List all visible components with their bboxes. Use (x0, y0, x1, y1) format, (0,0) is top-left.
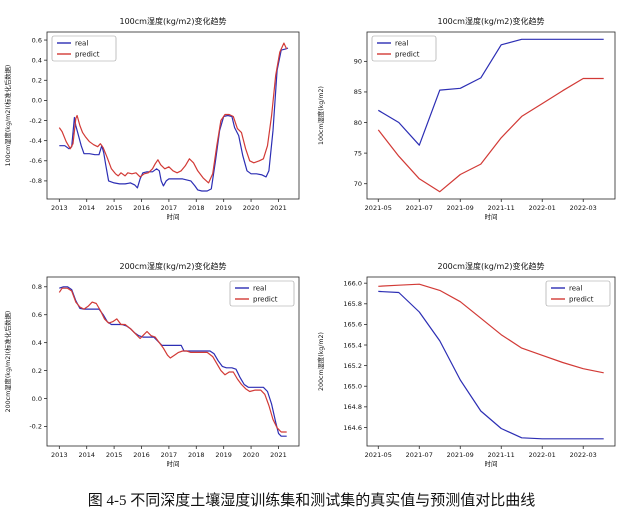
svg-text:165.6: 165.6 (343, 321, 362, 329)
svg-text:2022-03: 2022-03 (570, 204, 597, 212)
svg-text:0.0: 0.0 (32, 97, 42, 105)
svg-text:时间: 时间 (485, 459, 498, 468)
svg-text:-0.4: -0.4 (29, 137, 42, 145)
svg-text:165.2: 165.2 (343, 362, 362, 370)
svg-text:时间: 时间 (167, 212, 180, 221)
svg-text:0.0: 0.0 (32, 395, 42, 403)
svg-text:2019: 2019 (215, 204, 232, 212)
svg-text:2021-07: 2021-07 (406, 451, 433, 459)
svg-text:predict: predict (75, 50, 100, 58)
svg-text:2021-11: 2021-11 (488, 451, 515, 459)
svg-text:2022-01: 2022-01 (529, 204, 556, 212)
svg-text:2013: 2013 (51, 204, 68, 212)
chart-200cm-train-canvas: -0.2 0.0 0.2 0.4 0.6 0.8 2013 2014 2015 2016 2017 2… (3, 261, 300, 468)
svg-text:100cm湿度(kg/m2)(标准化后数据): 100cm湿度(kg/m2)(标准化后数据) (3, 65, 12, 167)
svg-text:real: real (75, 39, 88, 47)
svg-text:predict: predict (395, 50, 420, 58)
svg-text:2021-07: 2021-07 (406, 204, 433, 212)
chart-200cm-test: 164.6 164.8 165.0 165.2 165.4 165.6 165.8 166.0… (313, 253, 623, 474)
svg-text:2015: 2015 (106, 204, 123, 212)
chart-100cm-train: -0.8 -0.6 -0.4 -0.2 0.0 0.2 0.4 0.6 2013 2014 2015… (0, 8, 310, 227)
svg-text:real: real (395, 39, 408, 47)
svg-text:2018: 2018 (188, 204, 205, 212)
svg-text:predict: predict (253, 295, 278, 303)
svg-text:200cm湿度(kg/m2): 200cm湿度(kg/m2) (316, 332, 325, 391)
svg-text:2021-09: 2021-09 (447, 204, 474, 212)
svg-text:2017: 2017 (161, 451, 178, 459)
svg-text:2013: 2013 (51, 451, 68, 459)
chart-100cm-train-canvas: -0.8 -0.6 -0.4 -0.2 0.0 0.2 0.4 0.6 2013 2014 2015… (3, 16, 300, 221)
svg-text:2019: 2019 (215, 451, 232, 459)
chart-200cm-train: -0.2 0.0 0.2 0.4 0.6 0.8 2013 2014 2015 2016 2017 2… (0, 253, 310, 474)
svg-text:90: 90 (354, 58, 362, 66)
svg-text:2017: 2017 (161, 204, 178, 212)
svg-text:2022-03: 2022-03 (570, 451, 597, 459)
svg-text:predict: predict (569, 295, 594, 303)
svg-text:2015: 2015 (106, 451, 123, 459)
svg-text:2014: 2014 (78, 451, 95, 459)
svg-text:2022-01: 2022-01 (529, 451, 556, 459)
svg-text:2021-05: 2021-05 (365, 204, 392, 212)
svg-text:200cm湿度(kg/m2)(标准化后数据): 200cm湿度(kg/m2)(标准化后数据) (3, 311, 12, 413)
svg-text:165.4: 165.4 (343, 341, 362, 349)
svg-text:2021-09: 2021-09 (447, 451, 474, 459)
svg-text:-0.6: -0.6 (29, 157, 42, 165)
svg-text:2021-11: 2021-11 (488, 204, 515, 212)
svg-text:165.0: 165.0 (343, 383, 362, 391)
svg-text:75: 75 (354, 149, 362, 157)
svg-text:0.8: 0.8 (32, 283, 42, 291)
svg-text:70: 70 (354, 180, 362, 188)
svg-text:0.6: 0.6 (32, 311, 42, 319)
svg-text:2014: 2014 (78, 204, 95, 212)
figure-caption: 图 4-5 不同深度土壤湿度训练集和测试集的真实值与预测值对比曲线 (87, 493, 536, 509)
svg-text:164.6: 164.6 (343, 424, 362, 432)
svg-text:2020: 2020 (243, 204, 260, 212)
svg-text:0.4: 0.4 (32, 339, 42, 347)
svg-text:时间: 时间 (485, 212, 498, 221)
svg-text:2018: 2018 (188, 451, 205, 459)
chart-100cm-test-canvas: 70 75 80 85 90 2021-05 2021-07 2021-09 2021-11 20… (316, 16, 616, 221)
svg-text:real: real (569, 284, 582, 292)
svg-text:2020: 2020 (243, 451, 260, 459)
svg-text:164.8: 164.8 (343, 403, 362, 411)
svg-text:0.6: 0.6 (32, 36, 42, 44)
svg-text:100cm湿度(kg/m2)变化趋势: 100cm湿度(kg/m2)变化趋势 (120, 16, 227, 26)
svg-text:2016: 2016 (133, 451, 150, 459)
chart-100cm-test: 70 75 80 85 90 2021-05 2021-07 2021-09 2021-11 20… (313, 8, 623, 227)
svg-text:166.0: 166.0 (343, 279, 362, 287)
svg-text:0.4: 0.4 (32, 56, 42, 64)
svg-text:0.2: 0.2 (32, 367, 42, 375)
svg-text:100cm湿度(kg/m2): 100cm湿度(kg/m2) (316, 86, 325, 145)
svg-text:100cm湿度(kg/m2)变化趋势: 100cm湿度(kg/m2)变化趋势 (438, 16, 545, 26)
chart-200cm-test-canvas: 164.6 164.8 165.0 165.2 165.4 165.6 165.8 166.0… (316, 261, 616, 468)
svg-text:80: 80 (354, 119, 362, 127)
svg-text:2016: 2016 (133, 204, 150, 212)
svg-text:-0.2: -0.2 (29, 423, 42, 431)
svg-text:85: 85 (354, 88, 362, 96)
svg-text:2021-05: 2021-05 (365, 451, 392, 459)
svg-text:0.2: 0.2 (32, 77, 42, 85)
svg-text:2021: 2021 (270, 204, 287, 212)
svg-text:时间: 时间 (167, 459, 180, 468)
svg-text:real: real (253, 284, 266, 292)
svg-text:2021: 2021 (270, 451, 287, 459)
svg-text:200cm湿度(kg/m2)变化趋势: 200cm湿度(kg/m2)变化趋势 (438, 261, 545, 271)
svg-text:-0.8: -0.8 (29, 177, 42, 185)
svg-text:200cm湿度(kg/m2)变化趋势: 200cm湿度(kg/m2)变化趋势 (120, 261, 227, 271)
svg-text:165.8: 165.8 (343, 300, 362, 308)
svg-text:-0.2: -0.2 (29, 117, 42, 125)
